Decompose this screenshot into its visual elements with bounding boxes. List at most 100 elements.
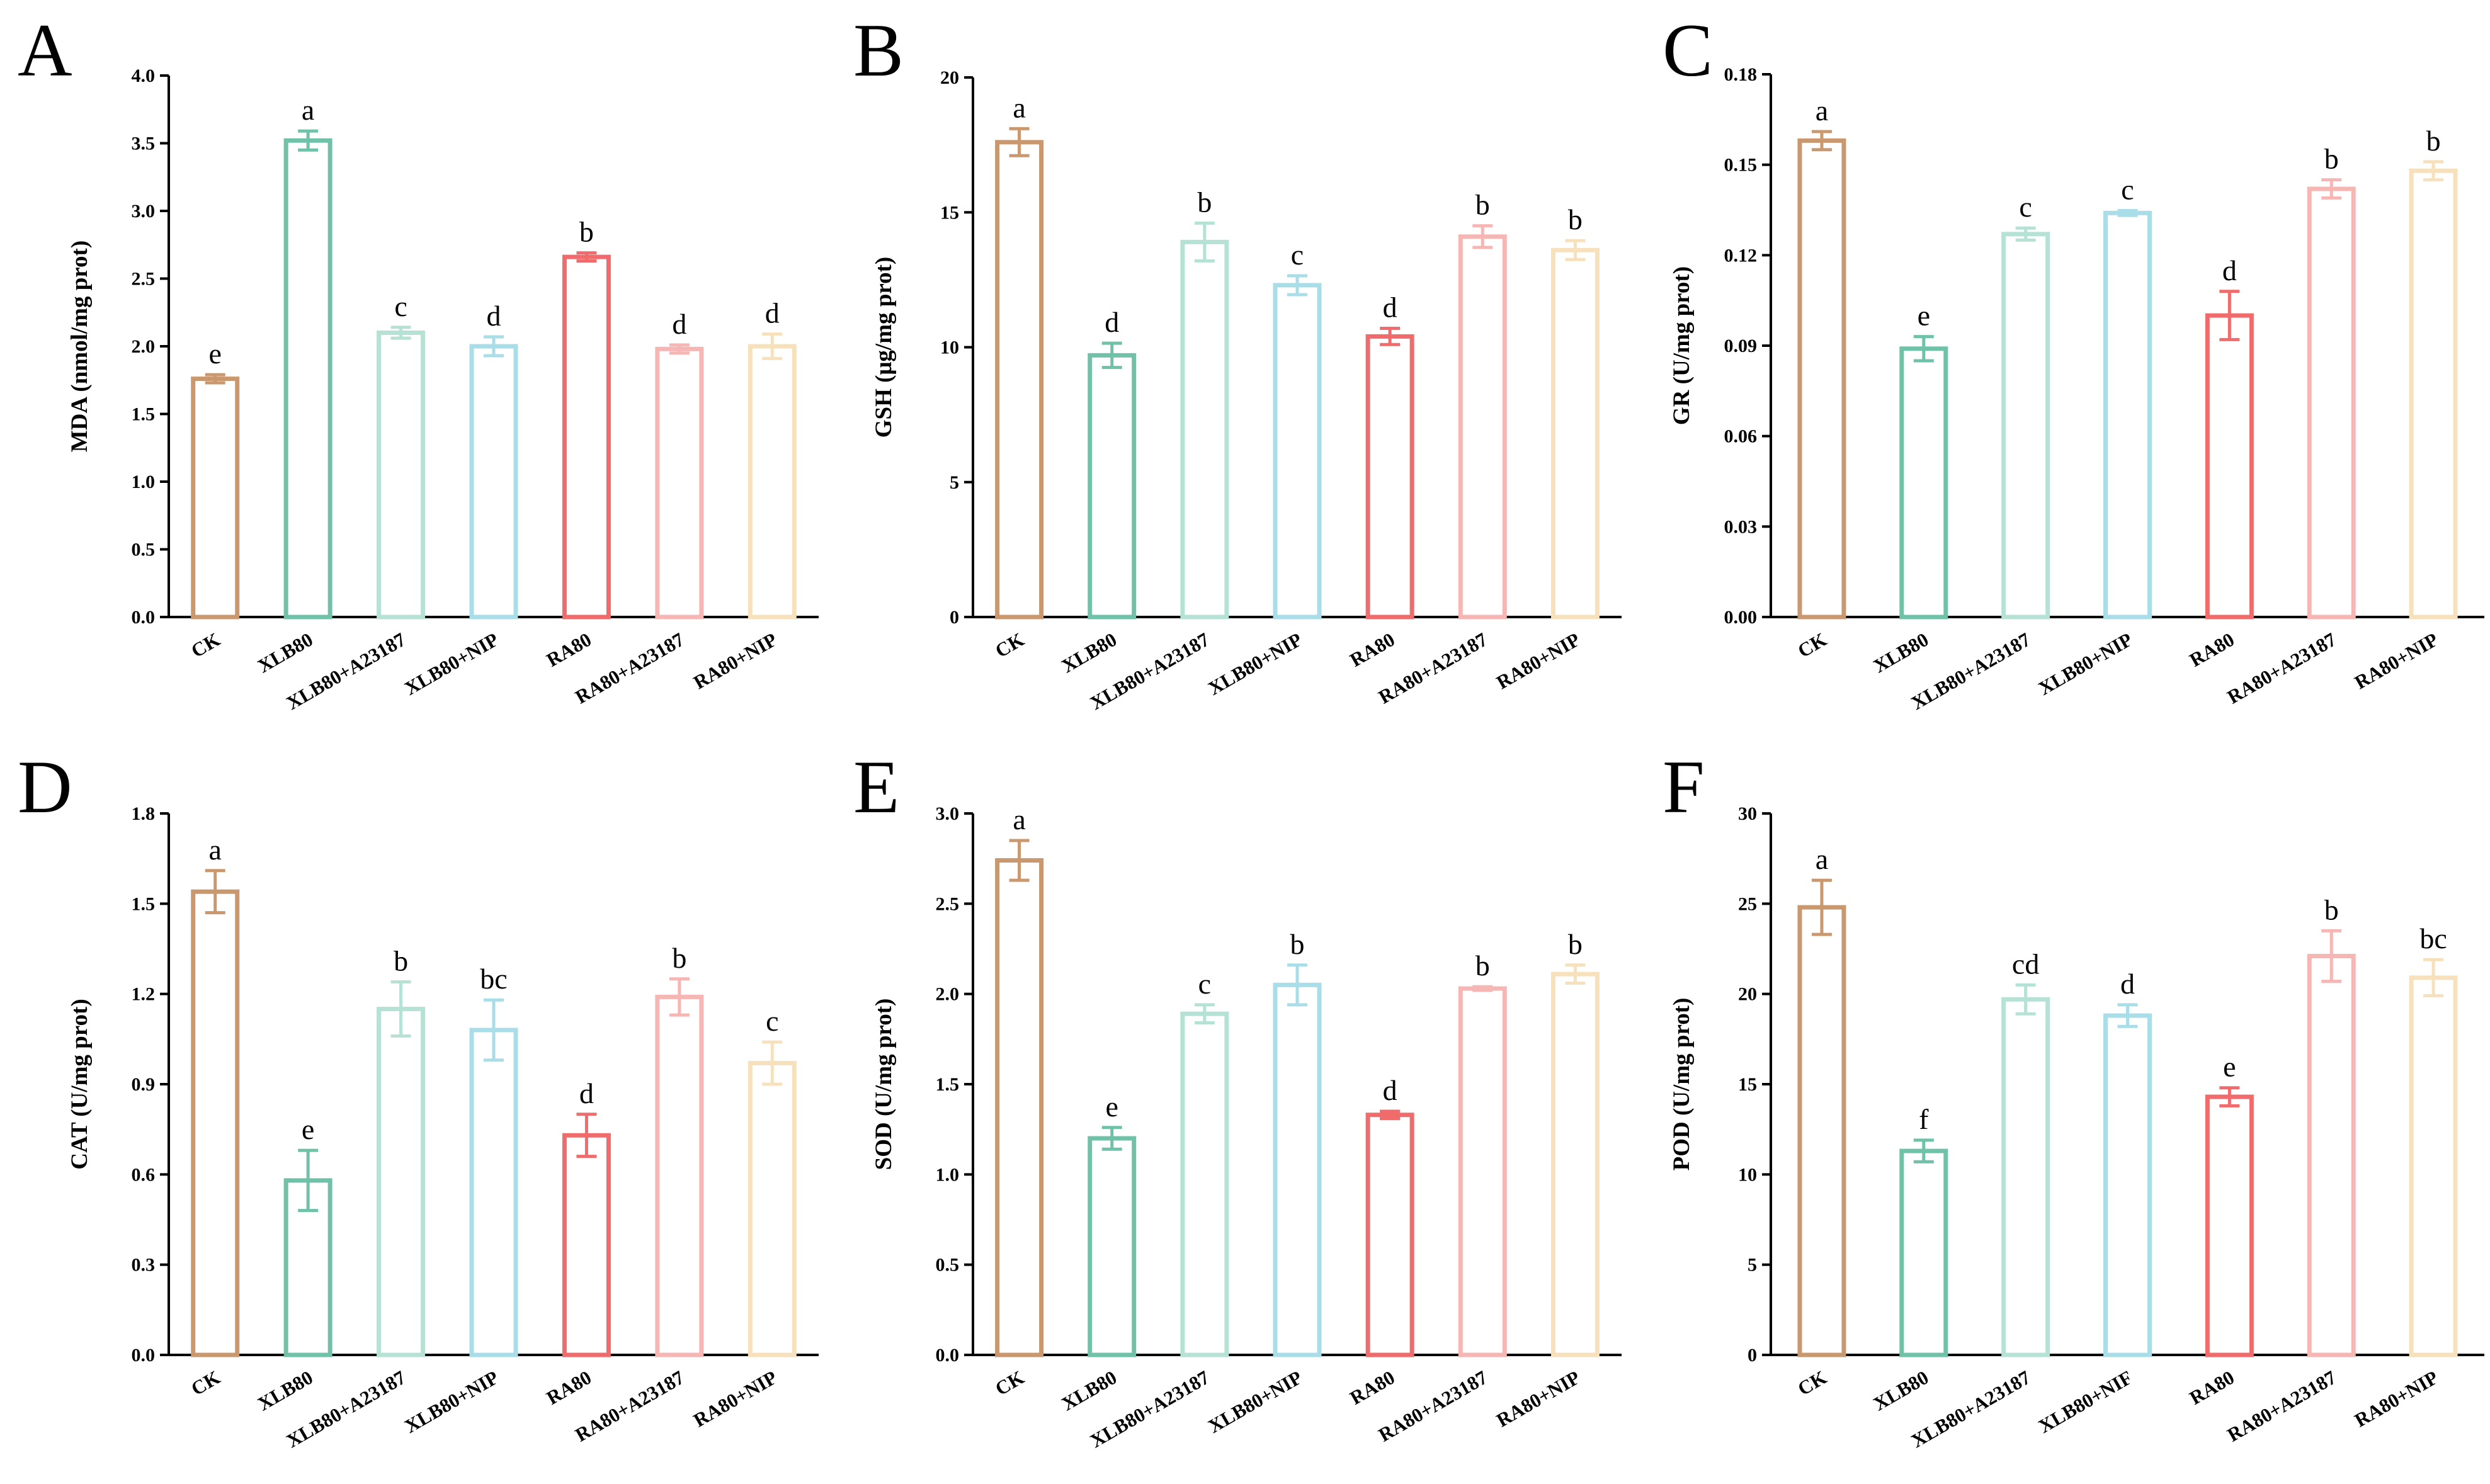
y-tick-label: 0.18 — [1724, 64, 1758, 85]
bar-ra80 — [1365, 334, 1414, 620]
significance-label: e — [1918, 300, 1930, 332]
x-tick-label: RA80 — [543, 1366, 595, 1409]
y-axis-label: GR (U/mg prot) — [1669, 266, 1695, 425]
significance-label: b — [2426, 125, 2441, 157]
bar-ra80 — [562, 254, 611, 620]
x-tick-label: RA80 — [1346, 628, 1399, 671]
y-tick-label: 3.0 — [936, 803, 960, 824]
x-tick-label: CK — [991, 628, 1028, 662]
y-tick-label: 3.5 — [132, 133, 156, 154]
x-tick-label: RA80+NIP — [1492, 1366, 1584, 1432]
bar-ra80-a23187 — [2307, 186, 2356, 620]
y-tick-label: 4.0 — [132, 65, 156, 86]
y-tick-label: 1.2 — [132, 984, 156, 1005]
x-tick-label: CK — [991, 1366, 1028, 1400]
bar-ck — [191, 377, 240, 620]
panel-letter: B — [853, 8, 904, 92]
x-tick-label: XLB80+NIP — [401, 1366, 502, 1437]
significance-label: a — [1013, 803, 1025, 835]
significance-label: b — [1197, 186, 1212, 218]
significance-label: d — [672, 308, 686, 340]
significance-label: b — [1475, 949, 1490, 982]
significance-label: a — [1816, 843, 1828, 875]
panel-letter: A — [18, 8, 72, 92]
bar-xlb80-nip — [1273, 283, 1322, 620]
chart-panel-c: C 0.00 0.03 0.06 0.09 0.12 0.15 0.18 GR (U/mg pr… — [1663, 8, 2484, 714]
x-tick-label: RA80+A23187 — [2224, 628, 2340, 708]
x-tick-label: RA80 — [2186, 1366, 2238, 1409]
y-tick-label: 1.0 — [936, 1164, 960, 1185]
x-tick-label: RA80 — [1346, 1366, 1399, 1409]
bar-ra80-nip — [748, 344, 797, 620]
bar-xlb80-nip — [1273, 982, 1322, 1357]
significance-label: c — [394, 290, 407, 322]
x-tick-label: XLB80 — [1870, 628, 1933, 677]
bar-ra80-nip — [2409, 168, 2458, 620]
significance-label: c — [1198, 968, 1211, 1000]
bar-ra80-a23187 — [655, 994, 704, 1357]
significance-label: d — [1383, 1074, 1397, 1106]
bar-ra80-nip — [1550, 971, 1600, 1357]
significance-label: b — [394, 945, 408, 977]
significance-label: c — [1291, 239, 1304, 271]
bar-ra80-a23187 — [2307, 953, 2356, 1357]
y-axis-label: CAT (U/mg prot) — [67, 999, 93, 1169]
significance-label: d — [1105, 306, 1119, 338]
significance-label: b — [579, 216, 594, 248]
bar-ra80 — [1365, 1113, 1414, 1357]
bar-xlb80 — [1899, 346, 1948, 620]
significance-label: e — [209, 337, 222, 370]
significance-label: bc — [480, 963, 507, 995]
bar-xlb80 — [1899, 1148, 1948, 1357]
panel-letter: E — [853, 745, 899, 829]
bar-xlb80-nip — [469, 1028, 518, 1357]
y-axis-label: GSH (μg/mg prot) — [871, 257, 897, 438]
bar-ra80 — [562, 1133, 611, 1357]
y-axis-label: SOD (U/mg prot) — [871, 999, 897, 1170]
significance-label: e — [302, 1113, 314, 1145]
bar-xlb80-a23187 — [377, 1007, 426, 1357]
bar-xlb80-a23187 — [377, 331, 426, 620]
significance-label: d — [487, 300, 501, 332]
chart-panel-d: D 0.0 0.3 0.6 0.9 1.2 1.5 1.8 CAT (U/mg prot) a CK… — [18, 745, 819, 1452]
significance-label: c — [2121, 173, 2134, 205]
y-tick-label: 0.9 — [132, 1074, 156, 1095]
y-tick-label: 20 — [940, 67, 959, 88]
bar-ra80 — [2205, 1094, 2254, 1357]
bar-xlb80-a23187 — [2001, 232, 2050, 620]
x-tick-label: XLB80+NIF — [2035, 1366, 2136, 1437]
bar-xlb80-nip — [2103, 210, 2152, 620]
y-tick-label: 0.09 — [1724, 336, 1758, 356]
y-tick-label: 0.5 — [132, 540, 156, 560]
significance-label: d — [1383, 292, 1397, 324]
bar-xlb80-a23187 — [1180, 239, 1229, 620]
bar-xlb80-a23187 — [2001, 997, 2050, 1357]
y-tick-label: 30 — [1738, 803, 1757, 824]
chart-panel-f: F 0 5 10 15 20 25 30 POD (U/mg prot) a CK f XLB80 cd X… — [1663, 745, 2484, 1452]
bar-ck — [995, 140, 1044, 620]
bar-xlb80-a23187 — [1180, 1011, 1229, 1357]
y-tick-label: 0.3 — [132, 1255, 156, 1276]
y-tick-label: 2.5 — [936, 893, 960, 914]
y-tick-label: 1.5 — [132, 893, 156, 914]
panel-letter: F — [1663, 745, 1705, 829]
y-tick-label: 5 — [950, 472, 959, 493]
y-tick-label: 10 — [1738, 1164, 1757, 1185]
significance-label: b — [672, 942, 686, 974]
x-tick-label: XLB80+NIP — [1204, 628, 1305, 700]
significance-label: b — [2324, 143, 2339, 175]
x-tick-label: RA80+NIP — [690, 1366, 781, 1432]
y-axis-label: MDA (nmol/mg prot) — [67, 241, 93, 452]
significance-label: b — [1568, 928, 1583, 960]
x-tick-label: XLB80+NIP — [401, 628, 502, 700]
x-tick-label: RA80 — [2186, 628, 2238, 671]
bar-xlb80 — [283, 138, 333, 620]
y-tick-label: 5 — [1748, 1255, 1757, 1276]
x-tick-label: XLB80+NIP — [2035, 628, 2136, 700]
bar-ck — [191, 889, 240, 1357]
significance-label: b — [1290, 928, 1305, 960]
bar-ra80-a23187 — [1458, 986, 1507, 1357]
y-tick-label: 0 — [1748, 1345, 1757, 1366]
x-tick-label: XLB80 — [1870, 1366, 1933, 1415]
